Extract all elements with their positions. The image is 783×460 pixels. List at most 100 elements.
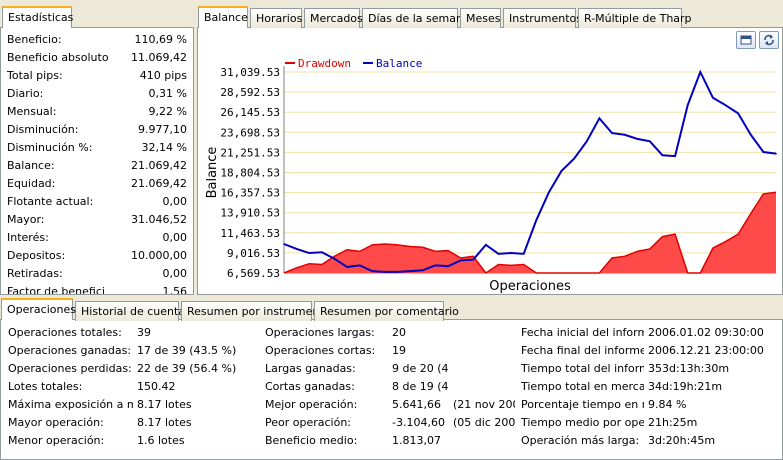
stat-row: Mensual: 9,22 %: [7, 103, 187, 121]
op-label: Mejor operación:: [265, 398, 358, 411]
balance-point: [686, 104, 689, 106]
stat-row: Beneficio absoluto 11.069,42: [7, 49, 187, 67]
op-label: Beneficio medio:: [265, 434, 358, 447]
balance-point: [762, 151, 765, 153]
stat-label: Interés:: [7, 231, 49, 244]
tab-mercados[interactable]: Mercados: [304, 8, 363, 28]
stat-label: Retiradas:: [7, 267, 63, 280]
tab-instrumentos[interactable]: Instrumentos: [503, 8, 582, 28]
balance-point: [712, 96, 714, 99]
stat-label: Beneficio:: [7, 33, 62, 46]
op-label: Operación más larga:: [521, 434, 640, 447]
stat-row: Retiradas: 0,00: [7, 265, 187, 283]
op-value: 2006.12.21 23:00:00: [648, 344, 764, 357]
op-label: Fecha final del informe:: [521, 344, 644, 357]
tab-operaciones[interactable]: Operaciones: [1, 298, 76, 320]
stat-value: 9,22 %: [148, 105, 187, 118]
op-label: Porcentaje tiempo en mer: [521, 398, 644, 411]
op-value: 353d:13h:30m: [648, 362, 730, 375]
op-value: 1.6 lotes: [137, 434, 185, 447]
balance-point: [447, 265, 449, 267]
stat-label: Disminución:: [7, 123, 79, 136]
balance-point: [459, 259, 462, 262]
stat-value: 21.069,42: [131, 159, 187, 172]
op-label: Tiempo medio por operaci: [521, 416, 644, 429]
balance-point: [724, 104, 727, 106]
tab-historial-de-cuentas[interactable]: Historial de cuentas: [75, 301, 191, 321]
stat-row: Equidad: 21.069,42: [7, 175, 187, 193]
op-value: 21h:25m: [648, 416, 698, 429]
balance-point: [649, 140, 651, 143]
refresh-button[interactable]: [759, 31, 779, 49]
balance-point: [573, 157, 575, 160]
op-label: Tiempo total en mercado:: [521, 380, 644, 393]
stat-label: Beneficio absoluto: [7, 51, 109, 64]
op-value: -3.104,60: [392, 416, 445, 429]
op-value: 9.84 %: [648, 398, 687, 411]
stat-row: Balance: 21.069,42: [7, 157, 187, 175]
stat-row: Flotante actual: 0,00: [7, 193, 187, 211]
balance-point: [749, 133, 752, 136]
tab-balance[interactable]: Balance: [198, 6, 248, 28]
stat-value: 9.977,10: [138, 123, 187, 136]
balance-point: [472, 258, 475, 261]
op-label: Largas ganadas:: [265, 362, 356, 375]
balance-point: [636, 138, 639, 140]
stat-row: Depositos: 10.000,00: [7, 247, 187, 265]
tab-label: Estadísticas: [8, 11, 74, 24]
stat-value: 0,31 %: [148, 87, 187, 100]
stat-label: Equidad:: [7, 177, 56, 190]
op-label: Menor operación:: [8, 434, 105, 447]
stat-value: 10.000,00: [131, 249, 187, 262]
op-label: Máxima exposición a merc: [8, 398, 133, 411]
balance-point: [560, 170, 563, 172]
tab-resumen-por-comentario[interactable]: Resumen por comentario: [314, 301, 459, 321]
balance-point: [358, 264, 361, 267]
y-tick-label: 28,592.53: [220, 86, 280, 99]
tab-horarios[interactable]: Horarios: [250, 8, 302, 28]
balance-point: [775, 152, 777, 155]
op-value: 3d:20h:45m: [648, 434, 716, 447]
tab-resumen-por-instrumento[interactable]: Resumen por instrumento: [181, 301, 330, 321]
balance-point: [737, 112, 739, 115]
drawdown-area: [284, 192, 776, 273]
op-label: Lotes totales:: [8, 380, 83, 393]
stat-value: 0,00: [162, 195, 188, 208]
balance-point: [585, 140, 588, 143]
tab-d-as-de-la-semana[interactable]: Días de la semana: [362, 8, 470, 28]
y-tick-label: 23,698.53: [220, 126, 280, 139]
balance-point: [396, 271, 399, 273]
op-label: Peor operación:: [265, 416, 352, 429]
y-tick-label: 31,039.53: [220, 66, 280, 79]
balance-point: [371, 270, 374, 272]
stat-value: 0,00: [162, 231, 188, 244]
tab-meses[interactable]: Meses: [460, 8, 501, 28]
op-date: (05 dic 2006: [453, 416, 515, 429]
tab-r-m-ltiple-de-tharp[interactable]: R-Múltiple de Tharp: [578, 8, 692, 28]
balance-point: [535, 219, 538, 221]
balance-point: [421, 269, 424, 272]
stat-label: Diario:: [7, 87, 44, 100]
op-label: Operaciones largas:: [265, 326, 375, 339]
balance-point: [510, 252, 512, 254]
op-value: 8.17 lotes: [137, 416, 192, 429]
stat-row: Factor de benefici 1,56: [7, 283, 187, 294]
balance-point: [346, 266, 348, 268]
op-value: 19: [392, 344, 406, 357]
stat-value: 0,00: [162, 267, 188, 280]
op-value: 2006.01.02 09:30:00: [648, 326, 764, 339]
balance-point: [598, 117, 601, 120]
y-tick-label: 21,251.53: [220, 146, 280, 159]
op-value: 17 de 39 (43.5 %): [137, 344, 237, 357]
stat-value: 32,14 %: [141, 141, 187, 154]
op-label: Operaciones totales:: [8, 326, 122, 339]
balance-point: [321, 251, 323, 254]
balance-point: [522, 253, 525, 255]
balance-point: [661, 154, 664, 157]
tab-estadisticas[interactable]: Estadísticas: [2, 6, 74, 28]
balance-point: [384, 271, 386, 273]
balance-point: [333, 257, 336, 260]
stat-label: Balance:: [7, 159, 55, 172]
window-button[interactable]: [736, 31, 756, 49]
refresh-icon: [764, 34, 774, 46]
